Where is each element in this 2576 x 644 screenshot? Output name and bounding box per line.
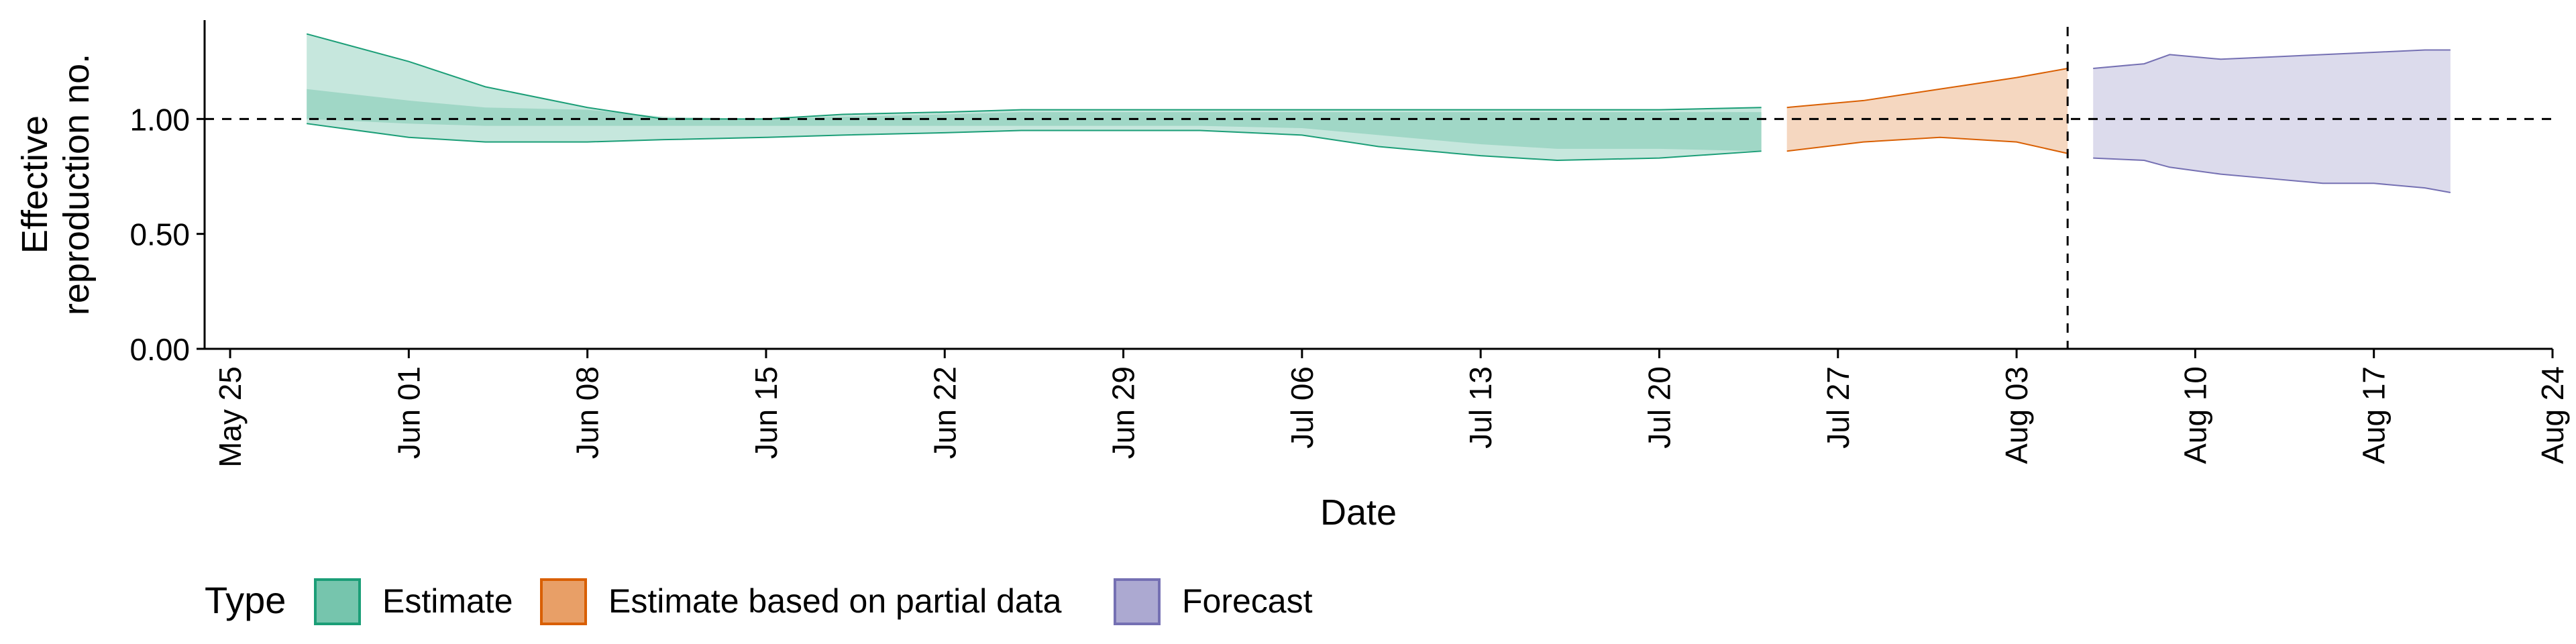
legend: Type Estimate Estimate based on partial da… [205,578,1313,625]
forecast-legend-key [1114,578,1161,625]
x-tick-label: Jun 01 [391,366,426,459]
estimate-upper-edge [306,33,1762,120]
forecast-outer-band [2093,50,2451,193]
axes [203,20,2553,350]
x-tick-label: Jun 29 [1106,366,1141,459]
x-tick-label: Jul 20 [1642,366,1676,449]
estimate-based-on-partial-data-legend-label: Estimate based on partial data [608,582,1062,620]
x-tick-label: Jun 22 [927,366,962,459]
estimate-based-on-partial-data-upper-edge [1786,67,2068,109]
y-tick-label: 0.50 [129,217,190,252]
estimate-legend-key [314,578,361,625]
x-tick-label: Jul 27 [1821,366,1856,449]
estimate-lower-edge [307,123,1762,162]
x-tick-label: May 25 [213,366,248,468]
series-bands [306,33,2451,193]
y-tick-label: 0.00 [129,332,190,367]
estimate-based-on-partial-data-outer-band [1786,68,2068,154]
estimate-based-on-partial-data-legend-key [540,578,587,625]
estimate-legend-label: Estimate [382,582,513,620]
x-axis-title: Date [1320,492,1397,533]
forecast-legend-label: Forecast [1182,582,1313,620]
x-tick-label: Jul 06 [1285,366,1320,449]
y-axis-title-line: reproduction no. [56,54,97,315]
x-tick-label: Aug 24 [2535,366,2570,464]
x-tick-label: Jun 15 [749,366,784,459]
forecast-lower-edge [2093,157,2451,193]
x-tick-label: Jun 08 [570,366,605,459]
axis-ticks: 0.00 0.50 1.00 May 25 Jun 01 Jun 08 Jun 15 Jun … [129,102,2570,468]
legend-title: Type [205,579,286,621]
x-tick-label: Aug 03 [1999,366,2034,464]
forecast-upper-edge [2093,49,2451,69]
x-tick-label: Aug 10 [2178,366,2212,464]
estimate-based-on-partial-data-lower-edge [1786,136,2068,154]
estimate-outer-band [307,34,1762,161]
x-tick-label: Jul 13 [1463,366,1498,449]
y-axis-title-line: Effective [15,115,55,254]
estimate-inner-band [307,89,1762,152]
y-axis-title: Effectivereproduction no. [15,54,97,315]
y-tick-label: 1.00 [129,102,190,137]
x-tick-label: Aug 17 [2357,366,2392,464]
